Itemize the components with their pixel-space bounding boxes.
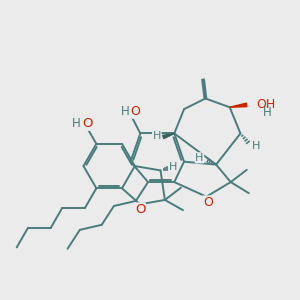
Text: H: H [195, 153, 204, 163]
Text: O: O [131, 105, 140, 118]
Text: OH: OH [256, 98, 275, 111]
Text: H: H [263, 106, 272, 119]
Text: H: H [169, 162, 177, 172]
Polygon shape [163, 134, 174, 139]
Text: O: O [203, 196, 213, 209]
Text: H: H [121, 105, 130, 118]
Text: H: H [153, 131, 161, 141]
Text: H: H [72, 117, 81, 130]
Polygon shape [230, 103, 247, 107]
Text: H: H [251, 141, 260, 151]
Text: O: O [82, 117, 92, 130]
Text: O: O [135, 203, 145, 216]
